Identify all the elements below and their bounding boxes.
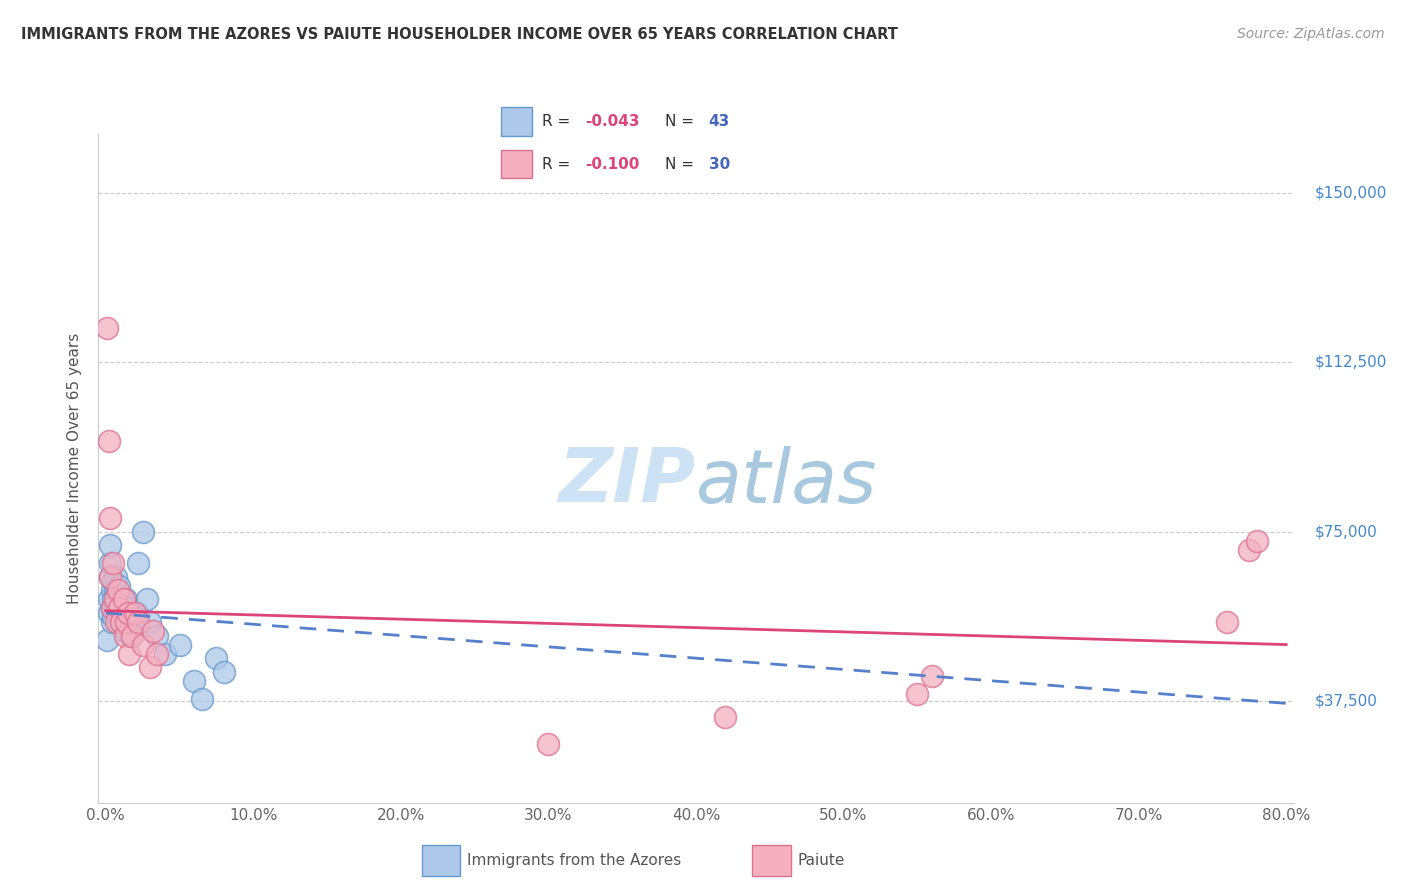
- Point: [127, 556, 149, 570]
- Point: [98, 556, 121, 570]
- Point: [107, 583, 129, 598]
- Point: [96, 633, 118, 648]
- Point: [105, 606, 128, 620]
- Point: [1239, 542, 1261, 557]
- Text: Paiute: Paiute: [799, 854, 845, 868]
- Point: [111, 601, 134, 615]
- Point: [124, 615, 146, 629]
- Point: [169, 638, 191, 652]
- Point: [121, 615, 143, 629]
- Point: [104, 592, 127, 607]
- Point: [117, 606, 139, 620]
- Point: [107, 615, 129, 629]
- Point: [190, 691, 212, 706]
- FancyBboxPatch shape: [422, 846, 461, 876]
- Text: Immigrants from the Azores: Immigrants from the Azores: [467, 854, 682, 868]
- Point: [136, 592, 159, 607]
- Point: [714, 710, 737, 724]
- Point: [1216, 615, 1239, 629]
- Point: [105, 570, 128, 584]
- Point: [97, 606, 120, 620]
- Point: [139, 615, 162, 629]
- Point: [105, 588, 128, 602]
- Point: [101, 610, 124, 624]
- Text: IMMIGRANTS FROM THE AZORES VS PAIUTE HOUSEHOLDER INCOME OVER 65 YEARS CORRELATIO: IMMIGRANTS FROM THE AZORES VS PAIUTE HOU…: [21, 27, 898, 42]
- Point: [98, 570, 121, 584]
- Point: [139, 660, 162, 674]
- Point: [104, 601, 127, 615]
- Text: $75,000: $75,000: [1315, 524, 1378, 539]
- Point: [905, 687, 928, 701]
- Text: R =: R =: [541, 114, 575, 128]
- Point: [110, 615, 132, 629]
- Point: [127, 615, 149, 629]
- Point: [108, 601, 131, 615]
- Point: [100, 615, 122, 629]
- Point: [146, 647, 169, 661]
- Point: [120, 629, 142, 643]
- Text: R =: R =: [541, 157, 575, 171]
- Point: [118, 601, 141, 615]
- Text: $37,500: $37,500: [1315, 694, 1378, 708]
- Point: [125, 606, 148, 620]
- Point: [101, 556, 124, 570]
- Point: [100, 601, 122, 615]
- Point: [1246, 533, 1268, 548]
- Point: [110, 592, 132, 607]
- Point: [205, 651, 228, 665]
- Point: [537, 737, 560, 751]
- Text: 30: 30: [709, 157, 730, 171]
- Point: [117, 615, 139, 629]
- Point: [104, 583, 127, 598]
- Text: $150,000: $150,000: [1315, 185, 1386, 200]
- Point: [142, 624, 165, 638]
- Y-axis label: Householder Income Over 65 years: Householder Income Over 65 years: [67, 333, 83, 604]
- Point: [114, 629, 136, 643]
- Point: [100, 583, 122, 598]
- Text: -0.100: -0.100: [585, 157, 640, 171]
- FancyBboxPatch shape: [502, 150, 533, 178]
- Text: $112,500: $112,500: [1315, 355, 1386, 369]
- Point: [97, 434, 120, 449]
- Point: [124, 606, 146, 620]
- Text: N =: N =: [665, 157, 699, 171]
- Point: [96, 321, 118, 335]
- Point: [183, 673, 205, 688]
- Point: [98, 538, 121, 552]
- Text: Source: ZipAtlas.com: Source: ZipAtlas.com: [1237, 27, 1385, 41]
- Point: [112, 592, 135, 607]
- Point: [108, 579, 131, 593]
- Text: 43: 43: [709, 114, 730, 128]
- Point: [153, 647, 176, 661]
- Point: [112, 610, 135, 624]
- Point: [97, 592, 120, 607]
- FancyBboxPatch shape: [502, 107, 533, 136]
- Text: N =: N =: [665, 114, 699, 128]
- Point: [100, 601, 122, 615]
- Point: [121, 629, 143, 643]
- Point: [105, 615, 128, 629]
- Point: [98, 511, 121, 525]
- FancyBboxPatch shape: [752, 846, 790, 876]
- Point: [118, 647, 141, 661]
- Point: [98, 570, 121, 584]
- Point: [212, 665, 235, 679]
- Text: ZIP: ZIP: [558, 445, 696, 518]
- Point: [131, 638, 153, 652]
- Point: [115, 615, 138, 629]
- Point: [921, 669, 943, 683]
- Point: [114, 624, 136, 638]
- Point: [115, 592, 138, 607]
- Text: -0.043: -0.043: [585, 114, 640, 128]
- Point: [131, 524, 153, 539]
- Text: atlas: atlas: [696, 446, 877, 517]
- Point: [107, 592, 129, 607]
- Point: [101, 574, 124, 589]
- Point: [146, 629, 169, 643]
- Point: [101, 592, 124, 607]
- Point: [110, 615, 132, 629]
